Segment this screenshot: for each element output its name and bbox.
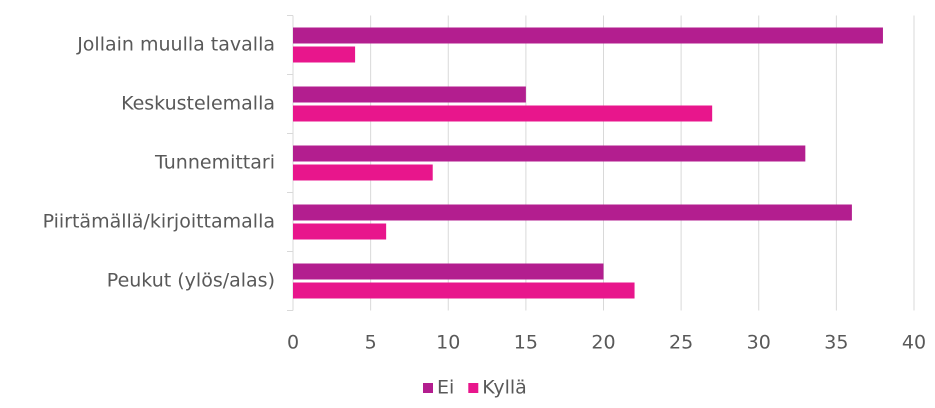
- y-tick-label: Peukut (ylös/alas): [107, 270, 275, 292]
- x-tick-label: 10: [436, 332, 460, 354]
- y-tick-label: Keskustelemalla: [121, 93, 275, 115]
- bar: [293, 223, 387, 240]
- x-tick-label: 30: [747, 332, 771, 354]
- y-tick-label: Piirtämällä/kirjoittamalla: [43, 211, 275, 233]
- bar: [293, 145, 806, 162]
- bar: [293, 27, 883, 44]
- bar: [293, 204, 852, 221]
- bar: [293, 164, 433, 181]
- legend-swatch: [468, 383, 479, 393]
- bar: [293, 86, 526, 103]
- x-tick-label: 5: [365, 332, 377, 354]
- x-tick-label: 15: [514, 332, 538, 354]
- legend-label: Kyllä: [482, 377, 527, 399]
- x-tick-label: 35: [824, 332, 848, 354]
- bar: [293, 263, 604, 280]
- bar: [293, 282, 635, 299]
- x-tick-label: 40: [902, 332, 926, 354]
- bar: [293, 105, 713, 122]
- x-tick-label: 0: [287, 332, 299, 354]
- y-tick-label: Tunnemittari: [154, 152, 275, 174]
- x-tick-label: 20: [591, 332, 615, 354]
- x-tick-label: 25: [669, 332, 693, 354]
- bar: [293, 46, 356, 63]
- legend-label: Ei: [437, 377, 454, 399]
- y-tick-label: Jollain muulla tavalla: [76, 34, 275, 56]
- legend-swatch: [423, 383, 433, 393]
